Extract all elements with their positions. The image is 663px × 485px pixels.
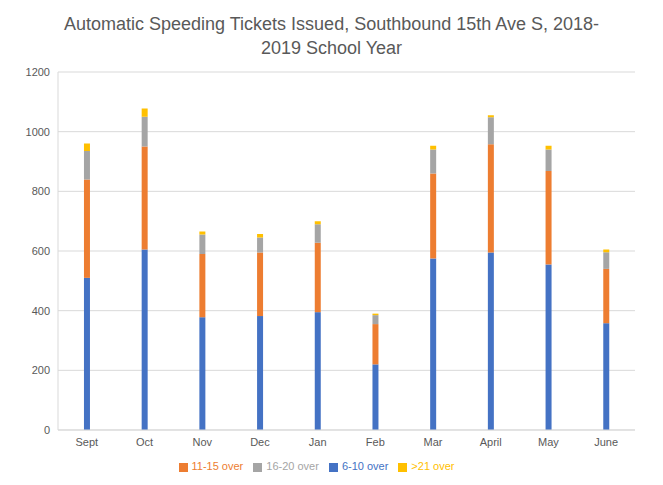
svg-text:Oct: Oct xyxy=(136,436,153,448)
html-text:Automatic Speeding Tickets Iss: Automatic Speeding Tickets Issued, South… xyxy=(64,14,599,58)
html-text:6-10 over: 6-10 over xyxy=(341,460,389,472)
svg-text:1200: 1200 xyxy=(26,66,50,78)
svg-text:Dec: Dec xyxy=(250,436,270,448)
svg-text:June: June xyxy=(594,436,618,448)
svg-text:April: April xyxy=(480,436,502,448)
svg-text:Mar: Mar xyxy=(424,436,443,448)
svg-text:Nov: Nov xyxy=(192,436,212,448)
svg-text:600: 600 xyxy=(32,245,50,257)
svg-text:1000: 1000 xyxy=(26,126,50,138)
svg-text:800: 800 xyxy=(32,185,50,197)
svg-text:400: 400 xyxy=(32,305,50,317)
html-text:11-15 over: 11-15 over xyxy=(191,460,244,472)
svg-text:May: May xyxy=(538,436,559,448)
html-text:16-20 over: 16-20 over xyxy=(266,460,319,472)
svg-text:Feb: Feb xyxy=(366,436,385,448)
svg-text:Jan: Jan xyxy=(309,436,327,448)
svg-text:Sept: Sept xyxy=(76,436,99,448)
svg-text:200: 200 xyxy=(32,364,50,376)
svg-text:0: 0 xyxy=(44,424,50,436)
html-text:>21 over: >21 over xyxy=(411,460,455,472)
